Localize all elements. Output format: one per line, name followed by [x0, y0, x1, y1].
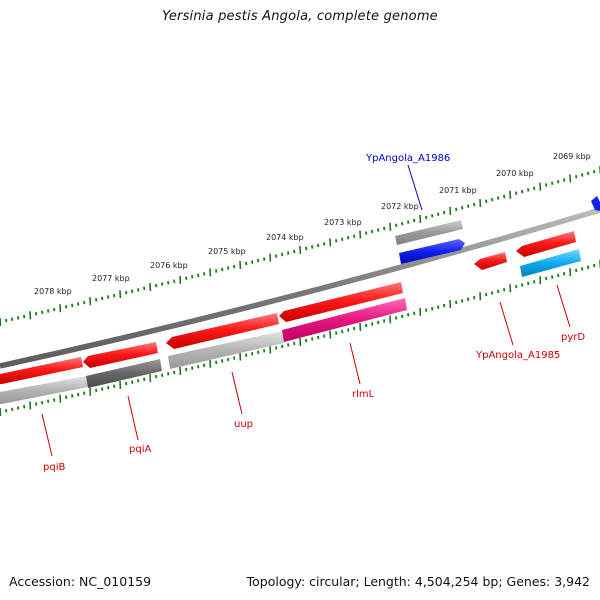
ruler-label-2073: 2073 kbp — [324, 218, 362, 227]
ruler-labels: 2078 kbp 2077 kbp 2076 kbp 2075 kbp 2074… — [34, 152, 591, 296]
gene-label-pqiA[interactable]: pqiA — [129, 444, 151, 455]
forward-strand-features — [395, 196, 600, 264]
gene-feature-pqiB-red[interactable] — [0, 357, 83, 384]
map-title: Yersinia pestis Angola, complete genome — [162, 9, 438, 24]
gene-feature-blue-arrow-edge[interactable] — [591, 196, 600, 211]
ruler-label-2078: 2078 kbp — [34, 287, 72, 296]
gene-feature-uup-gray[interactable] — [168, 331, 284, 369]
ruler-label-2069: 2069 kbp — [553, 152, 591, 161]
gene-feature-uup-red[interactable] — [166, 313, 279, 349]
gene-feature-rlmL-magenta[interactable] — [282, 298, 407, 342]
gene-labels: pqiB pqiA uup rlmL YpAngola_A1985 pyrD Y… — [43, 153, 585, 473]
gene-label-pqiB[interactable]: pqiB — [43, 462, 65, 473]
ruler-label-2070: 2070 kbp — [496, 169, 534, 178]
ruler-label-2076: 2076 kbp — [150, 261, 188, 270]
accession-label: Accession: NC_010159 — [9, 574, 152, 589]
gene-feature-a1986-blue[interactable] — [399, 239, 465, 264]
inner-tick-ruler — [0, 260, 600, 417]
gene-feature-pqiA-gray[interactable] — [86, 359, 162, 388]
gene-feature-pyrD-cyan[interactable] — [520, 249, 581, 277]
ruler-label-2072: 2072 kbp — [381, 202, 419, 211]
ruler-label-2074: 2074 kbp — [266, 233, 304, 242]
gene-feature-a1985-red[interactable] — [474, 252, 507, 270]
gene-label-ypangola-a1986[interactable]: YpAngola_A1986 — [365, 153, 450, 164]
genome-summary-label: Topology: circular; Length: 4,504,254 bp… — [246, 574, 590, 589]
ruler-label-2075: 2075 kbp — [208, 247, 246, 256]
gene-label-pyrD[interactable]: pyrD — [561, 332, 585, 343]
gene-label-rlmL[interactable]: rlmL — [352, 389, 375, 400]
reverse-strand-features — [0, 231, 581, 404]
outer-tick-ruler — [0, 166, 600, 327]
gene-feature-rlmL-red[interactable] — [279, 282, 403, 322]
gene-label-uup[interactable]: uup — [234, 419, 253, 430]
ruler-label-2071: 2071 kbp — [439, 186, 477, 195]
gene-label-ypangola-a1985[interactable]: YpAngola_A1985 — [475, 350, 560, 361]
label-leaders — [41, 164, 571, 457]
gene-feature-a1986-gray[interactable] — [395, 220, 463, 245]
gene-feature-pyrD-red[interactable] — [516, 231, 576, 257]
gene-feature-pqiB-gray[interactable] — [0, 376, 88, 404]
gene-feature-pqiA-red[interactable] — [83, 342, 158, 368]
ruler-label-2077: 2077 kbp — [92, 274, 130, 283]
genome-backbone — [0, 207, 600, 369]
